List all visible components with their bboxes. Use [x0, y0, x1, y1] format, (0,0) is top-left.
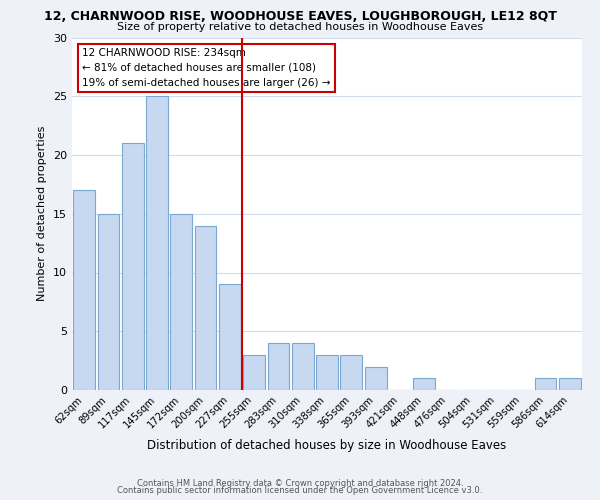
Bar: [316, 355, 338, 390]
Text: 12, CHARNWOOD RISE, WOODHOUSE EAVES, LOUGHBOROUGH, LE12 8QT: 12, CHARNWOOD RISE, WOODHOUSE EAVES, LOU…: [44, 10, 556, 23]
Text: Size of property relative to detached houses in Woodhouse Eaves: Size of property relative to detached ho…: [117, 22, 483, 32]
Bar: [219, 284, 241, 390]
Y-axis label: Number of detached properties: Number of detached properties: [37, 126, 47, 302]
Bar: [292, 343, 314, 390]
X-axis label: Distribution of detached houses by size in Woodhouse Eaves: Distribution of detached houses by size …: [148, 439, 506, 452]
Text: Contains public sector information licensed under the Open Government Licence v3: Contains public sector information licen…: [118, 486, 482, 495]
Bar: [97, 214, 119, 390]
Bar: [413, 378, 435, 390]
Bar: [73, 190, 95, 390]
Bar: [268, 343, 289, 390]
Bar: [170, 214, 192, 390]
Bar: [340, 355, 362, 390]
Text: 12 CHARNWOOD RISE: 234sqm
← 81% of detached houses are smaller (108)
19% of semi: 12 CHARNWOOD RISE: 234sqm ← 81% of detac…: [82, 48, 331, 88]
Bar: [122, 143, 143, 390]
Bar: [194, 226, 217, 390]
Bar: [146, 96, 168, 390]
Bar: [365, 366, 386, 390]
Text: Contains HM Land Registry data © Crown copyright and database right 2024.: Contains HM Land Registry data © Crown c…: [137, 478, 463, 488]
Bar: [243, 355, 265, 390]
Bar: [535, 378, 556, 390]
Bar: [559, 378, 581, 390]
